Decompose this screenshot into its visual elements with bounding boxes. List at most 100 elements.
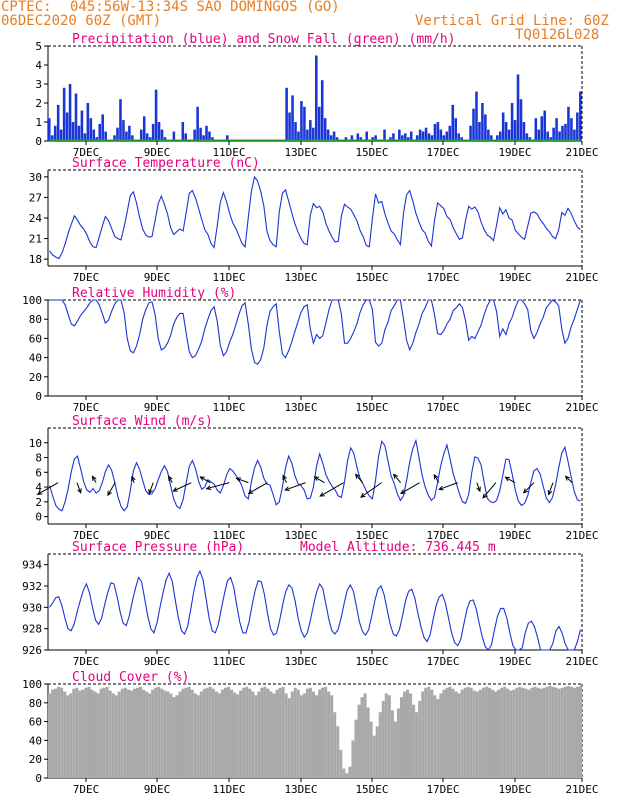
x-tick-label-humidity: 7DEC xyxy=(73,401,100,414)
bar-precip xyxy=(48,118,51,141)
bar-precip xyxy=(116,127,119,141)
bar-precip xyxy=(448,125,452,141)
x-tick-label-precip: 7DEC xyxy=(73,146,100,159)
bar-precip xyxy=(89,118,93,141)
bar-cloud xyxy=(75,687,79,778)
bar-cloud xyxy=(390,710,394,778)
bar-precip xyxy=(326,129,330,141)
bar-cloud xyxy=(554,687,558,778)
wind-vector-head xyxy=(433,473,439,480)
bar-precip xyxy=(344,137,348,141)
bar-precip xyxy=(199,127,202,141)
bar-cloud xyxy=(63,691,67,778)
bar-cloud xyxy=(524,688,528,778)
bar-precip xyxy=(528,137,532,141)
x-tick-label-cloud: 11DEC xyxy=(212,783,245,796)
bar-precip xyxy=(291,95,294,141)
y-tick-label-humidity: 80 xyxy=(29,313,42,326)
bar-precip xyxy=(451,104,455,141)
bar-cloud xyxy=(157,686,161,778)
y-tick-label-temperature: 30 xyxy=(29,171,42,184)
x-tick-label-pressure: 15DEC xyxy=(355,655,388,668)
bar-precip xyxy=(196,106,199,141)
bar-cloud xyxy=(494,691,498,778)
bar-cloud xyxy=(90,689,94,778)
bar-cloud xyxy=(354,719,358,778)
bar-precip xyxy=(309,120,312,141)
bar-precip xyxy=(573,129,576,141)
y-tick-label-temperature: 24 xyxy=(29,212,43,225)
bar-cloud xyxy=(178,691,182,778)
bar-precip xyxy=(498,131,502,141)
x-tick-label-temperature: 7DEC xyxy=(73,271,100,284)
wind-vector xyxy=(400,482,420,494)
bar-precip xyxy=(424,127,428,141)
bar-precip xyxy=(576,112,579,141)
bar-precip xyxy=(495,135,499,141)
bar-cloud xyxy=(51,689,55,778)
bar-cloud xyxy=(421,691,425,778)
x-tick-label-temperature: 9DEC xyxy=(144,271,171,284)
bar-cloud xyxy=(478,689,482,778)
wind-vector-head xyxy=(547,489,553,496)
bar-precip xyxy=(558,131,561,141)
bar-cloud xyxy=(72,688,76,778)
bar-cloud xyxy=(551,686,555,778)
x-tick-label-precip: 11DEC xyxy=(212,146,245,159)
header-run: 06DEC2020 60Z (GMT) xyxy=(1,13,162,29)
bar-cloud xyxy=(563,686,567,778)
bar-cloud xyxy=(142,689,146,778)
bar-cloud xyxy=(369,721,373,778)
bar-cloud xyxy=(460,689,464,778)
bar-cloud xyxy=(345,773,349,778)
bar-precip xyxy=(427,133,431,141)
x-tick-label-humidity: 9DEC xyxy=(144,401,171,414)
bar-precip xyxy=(445,131,449,141)
bar-precip xyxy=(193,129,196,141)
bar-cloud xyxy=(57,686,61,778)
bar-cloud xyxy=(575,686,579,778)
y-tick-label-humidity: 60 xyxy=(29,332,42,345)
bar-precip xyxy=(306,129,309,141)
bar-precip xyxy=(74,93,78,141)
bar-precip xyxy=(350,135,354,141)
wind-vector-head xyxy=(400,489,406,494)
bar-cloud xyxy=(169,693,173,778)
x-tick-label-wind: 19DEC xyxy=(498,529,531,542)
y-tick-label-cloud: 20 xyxy=(29,753,42,766)
wind-vector-head xyxy=(148,488,153,495)
bar-cloud xyxy=(66,695,70,778)
bar-precip xyxy=(59,129,63,141)
x-tick-label-temperature: 19DEC xyxy=(498,271,531,284)
bar-cloud xyxy=(132,688,136,778)
bar-cloud xyxy=(545,686,549,778)
bar-cloud xyxy=(336,726,340,778)
bar-cloud xyxy=(463,687,467,778)
wind-vector xyxy=(355,474,363,483)
bar-precip xyxy=(404,133,407,141)
wind-vector-head xyxy=(172,487,178,492)
y-tick-label-cloud: 80 xyxy=(29,697,42,710)
bar-cloud xyxy=(87,686,91,778)
bar-cloud xyxy=(236,694,240,778)
bar-cloud xyxy=(281,686,285,778)
bar-cloud xyxy=(333,712,337,778)
bar-precip xyxy=(184,133,188,141)
bar-cloud xyxy=(105,686,109,778)
bar-cloud xyxy=(266,688,270,778)
y-tick-label-precip: 2 xyxy=(35,97,42,110)
bar-precip xyxy=(442,135,446,141)
wind-vector xyxy=(433,474,440,483)
bar-precip xyxy=(288,112,291,141)
x-tick-label-cloud: 9DEC xyxy=(144,783,171,796)
bar-cloud xyxy=(448,686,452,778)
bar-precip xyxy=(383,129,386,141)
y-tick-label-pressure: 930 xyxy=(22,601,42,614)
wind-vector xyxy=(206,482,230,490)
bar-cloud xyxy=(302,693,306,778)
bar-cloud xyxy=(230,689,234,778)
bar-cloud xyxy=(78,690,82,778)
bar-cloud xyxy=(506,688,510,778)
wind-vector xyxy=(476,482,481,492)
bar-cloud xyxy=(114,695,118,778)
